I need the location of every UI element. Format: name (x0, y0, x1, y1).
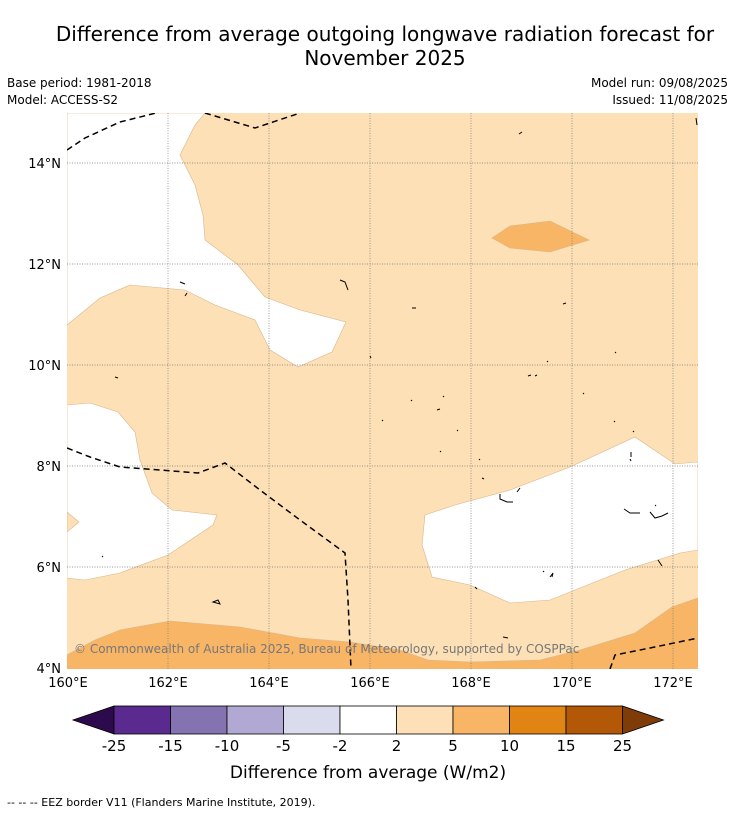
white-region-west (67, 402, 218, 581)
anomaly-5-to-10-south (67, 597, 698, 669)
colorbar-tick-label: -5 (276, 737, 291, 755)
lat-label: 14°N (28, 157, 61, 172)
lon-label: 172°E (653, 676, 693, 691)
colorbar-tick-label: -15 (158, 737, 183, 755)
white-region-northwest (67, 113, 347, 368)
meta-left: Base period: 1981-2018 Model: ACCESS-S2 (7, 76, 152, 110)
orange-patch-west-edge (67, 511, 80, 533)
lon-label: 162°E (148, 676, 188, 691)
colorbar-tick-label: -2 (333, 737, 348, 755)
colorbar-segment (283, 705, 341, 735)
lat-label: 10°N (28, 359, 61, 374)
colorbar-segment (170, 705, 228, 735)
lon-gridlines (167, 113, 674, 669)
meta-right: Model run: 09/08/2025 Issued: 11/08/2025 (591, 76, 728, 110)
colorbar-tick-label: 2 (392, 737, 402, 755)
lon-label: 166°E (350, 676, 390, 691)
lat-label: 6°N (37, 561, 62, 576)
lat-label: 12°N (28, 258, 61, 273)
colorbar-extend-high (622, 705, 665, 735)
white-region-east (421, 436, 698, 604)
issued-date: Issued: 11/08/2025 (612, 93, 728, 107)
colorbar-tick-label: -25 (102, 737, 127, 755)
lon-label: 170°E (552, 676, 592, 691)
colorbar-segment (509, 705, 567, 735)
colorbar-extend-low (71, 705, 115, 735)
lat-label: 4°N (37, 662, 62, 677)
lon-label: 168°E (451, 676, 491, 691)
title-line-1: Difference from average outgoing longwav… (55, 22, 715, 46)
title-line-2: November 2025 (304, 46, 466, 70)
colorbar-segment (396, 705, 454, 735)
map-plot-area: © Commonwealth of Australia 2025, Bureau… (67, 113, 698, 669)
model-name: Model: ACCESS-S2 (7, 93, 119, 107)
lon-label: 160°E (48, 676, 88, 691)
colorbar: -25 -15 -10 -5 -2 2 5 10 15 25 (71, 705, 665, 755)
colorbar-segment (226, 705, 284, 735)
lon-labels: 160°E 162°E 164°E 166°E 168°E 170°E 172°… (48, 676, 693, 691)
colorbar-label: Difference from average (W/m2) (230, 763, 506, 783)
eez-borders (67, 113, 698, 669)
eez-footnote: -- -- -- EEZ border V11 (Flanders Marine… (7, 796, 316, 809)
lat-label: 8°N (37, 460, 62, 475)
colorbar-tick-label: 5 (448, 737, 458, 755)
lat-labels: 14°N 12°N 10°N 8°N 6°N 4°N (28, 157, 61, 677)
colorbar-tick-label: -10 (215, 737, 240, 755)
map-title: Difference from average outgoing longwav… (20, 22, 736, 70)
colorbar-tick-label: 15 (556, 737, 575, 755)
lat-gridlines (67, 162, 698, 568)
colorbar-tick-label: 25 (613, 737, 632, 755)
islands (101, 117, 698, 639)
lon-label: 164°E (249, 676, 289, 691)
base-period: Base period: 1981-2018 (7, 76, 152, 90)
colorbar-segment (565, 705, 623, 735)
colorbar-segment (113, 705, 171, 735)
anomaly-5-to-10-patch (491, 220, 590, 253)
colorbar-segment (452, 705, 510, 735)
colorbar-segment (339, 705, 397, 735)
colorbar-tick-label: 10 (500, 737, 519, 755)
model-run: Model run: 09/08/2025 (590, 76, 728, 90)
copyright-notice: © Commonwealth of Australia 2025, Bureau… (74, 642, 579, 656)
